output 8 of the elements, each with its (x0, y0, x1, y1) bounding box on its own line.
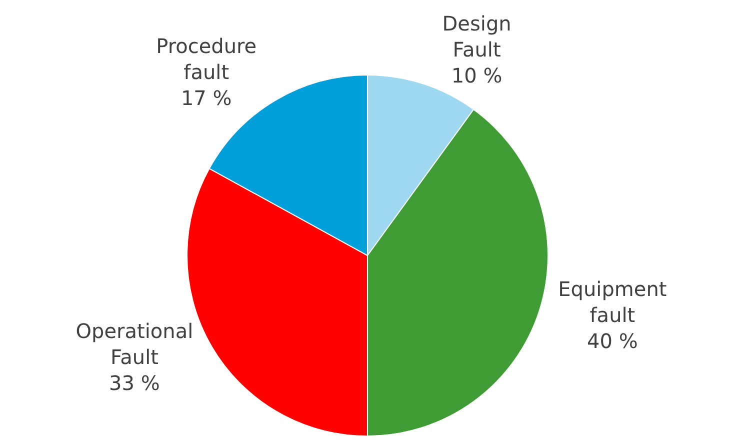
data-label: 10 % (451, 63, 502, 88)
slice-label: Procedure fault (156, 34, 257, 84)
slice-label: Operational Fault (76, 319, 194, 370)
data-label: 17 % (180, 86, 232, 110)
slice-label: Design Fault (442, 11, 512, 62)
data-label: 40 % (587, 328, 638, 353)
slice-label: Equipment fault (558, 276, 667, 327)
data-label: 33 % (109, 371, 160, 396)
